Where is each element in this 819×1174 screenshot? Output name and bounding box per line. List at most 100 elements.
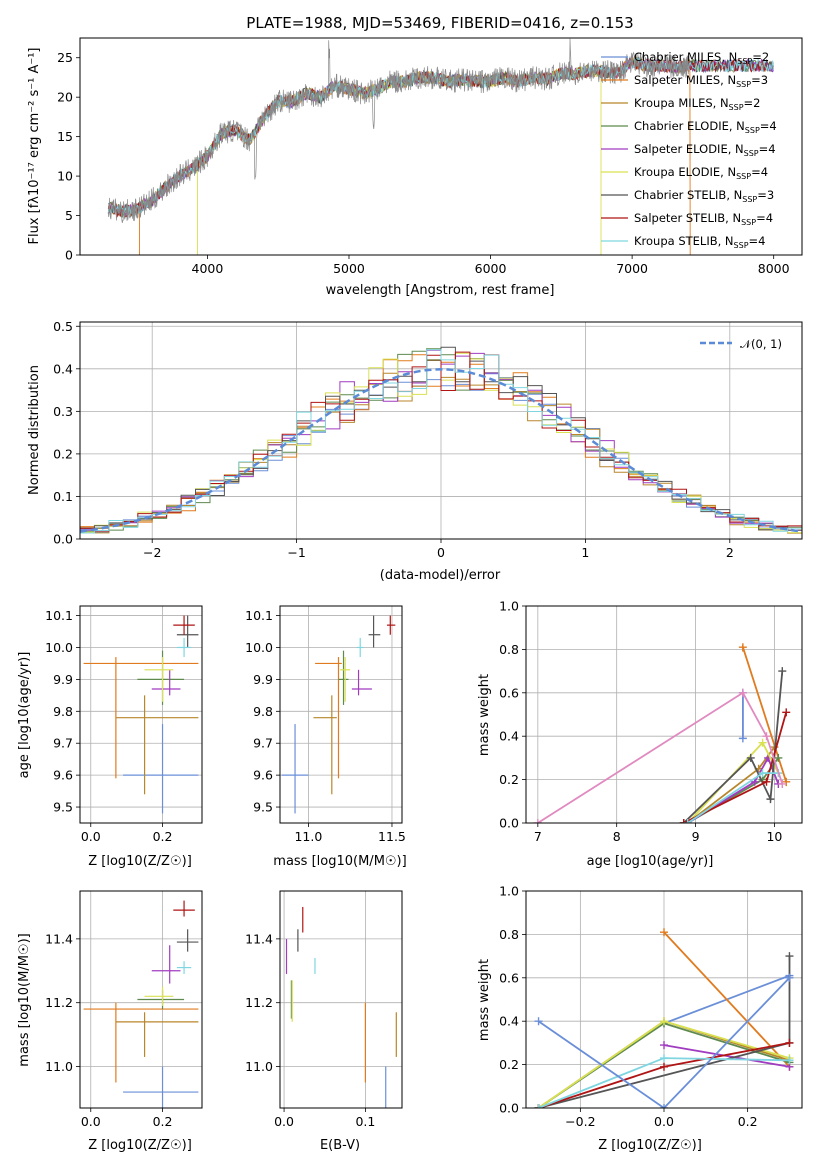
errorbars xyxy=(281,615,396,814)
y-tick-label: 25 xyxy=(57,50,73,65)
x-tick-label: 9 xyxy=(692,829,700,844)
legend-label-suffix: =4 xyxy=(760,119,777,133)
legend-label-suffix: =4 xyxy=(756,211,773,225)
y-tick-label: 10.0 xyxy=(245,640,273,655)
weight-point-marker xyxy=(766,795,775,804)
weight-point-marker xyxy=(758,769,767,778)
errorbars xyxy=(83,615,199,814)
y-tick-label: 10 xyxy=(57,169,73,184)
legend-label-sub: SSP xyxy=(741,218,756,227)
legend-label-text: Chabrier MILES, N xyxy=(634,50,737,64)
residual-legend: 𝒩(0, 1) xyxy=(700,337,782,351)
weight-point-marker xyxy=(762,777,771,786)
y-tick-label: 0.4 xyxy=(53,361,73,376)
x-tick-label: 2 xyxy=(726,545,734,560)
legend-label-sub: SSP xyxy=(729,103,744,112)
y-tick-label: 0.8 xyxy=(499,642,519,657)
age-vs-z-xlabel: Z [log10(Z/Z☉)] xyxy=(88,854,192,869)
legend-label-text: Salpeter STELIB, N xyxy=(634,211,741,225)
axes-frame xyxy=(79,890,203,1109)
weight-vs-z-xlabel: Z [log10(Z/Z☉)] xyxy=(598,1138,702,1153)
weight-point-marker xyxy=(785,1038,794,1047)
y-tick-label: 9.7 xyxy=(253,736,273,751)
y-tick-label: 1.0 xyxy=(499,599,519,614)
legend-label-sub: SSP xyxy=(736,80,751,89)
errorbars xyxy=(83,900,199,1108)
y-tick-label: 0.6 xyxy=(499,970,519,985)
y-tick-label: 9.9 xyxy=(53,672,73,687)
x-tick-label: 8000 xyxy=(758,261,790,276)
y-tick-label: 9.6 xyxy=(53,768,73,783)
axes-frame xyxy=(79,321,803,540)
x-tick-label: 0 xyxy=(437,545,445,560)
errorbars xyxy=(285,906,397,1108)
weight-point-marker xyxy=(762,732,771,741)
legend-label-text: Kroupa ELODIE, N xyxy=(634,165,736,179)
y-tick-label: 0.0 xyxy=(499,816,519,831)
weight-point-marker xyxy=(683,819,692,823)
weight-series-line xyxy=(537,977,791,1108)
weight-point-marker xyxy=(660,1054,668,1063)
weight-point-marker xyxy=(533,819,542,823)
x-tick-label: 11.0 xyxy=(294,829,322,844)
x-tick-label: 0.0 xyxy=(274,1114,294,1129)
legend-label-sub: SSP xyxy=(734,241,749,250)
y-tick-label: 0 xyxy=(65,248,73,263)
y-tick-label: 0.4 xyxy=(499,729,519,744)
mass-vs-z-xlabel: Z [log10(Z/Z☉)] xyxy=(88,1138,192,1153)
x-tick-label: 0.0 xyxy=(81,829,101,844)
y-tick-label: 9.9 xyxy=(253,672,273,687)
observed-spectrum-line xyxy=(107,38,689,223)
x-tick-label: 11.5 xyxy=(378,829,406,844)
y-tick-label: 5 xyxy=(65,208,73,223)
y-tick-label: 9.8 xyxy=(253,704,273,719)
axes-frame xyxy=(79,37,803,256)
residual-ylabel: Normed distribution xyxy=(27,365,42,495)
legend-label-suffix: =4 xyxy=(759,142,776,156)
legend-label: Chabrier STELIB, NSSP=3 xyxy=(634,188,774,204)
y-tick-label: 11.2 xyxy=(245,995,273,1010)
x-tick-label: −1 xyxy=(287,545,305,560)
y-tick-label: 11.0 xyxy=(245,1059,273,1074)
mass-vs-z-ylabel: mass [log10(M/M☉)] xyxy=(17,933,32,1066)
legend-label: Kroupa STELIB, NSSP=4 xyxy=(634,234,765,250)
spectrum-xlabel: wavelength [Angstrom, rest frame] xyxy=(326,283,555,298)
x-tick-label: 0.0 xyxy=(81,1114,101,1129)
y-tick-label: 10.1 xyxy=(45,608,73,623)
y-tick-label: 9.5 xyxy=(253,800,273,815)
legend-label-sub: SSP xyxy=(745,126,760,135)
age-vs-mass-panel: 11.0 11.5 9.5 9.6 9.7 9.8 9.9 10.0 10.1 mass [lo… xyxy=(245,605,407,869)
age-vs-z-ylabel: age [log10(age/yr)] xyxy=(17,652,32,779)
legend-label-text: Chabrier ELODIE, N xyxy=(634,119,745,133)
model-spectrum-line xyxy=(197,64,602,255)
y-tick-label: 10.0 xyxy=(45,640,73,655)
y-tick-label: 1.0 xyxy=(499,884,519,899)
legend-label-sub: SSP xyxy=(737,57,752,66)
weight-point-marker xyxy=(785,1056,794,1065)
weight-point-marker xyxy=(782,708,791,717)
y-tick-label: 11.2 xyxy=(45,995,73,1010)
y-tick-label: 0.6 xyxy=(499,685,519,700)
legend-label-text: Salpeter MILES, N xyxy=(634,73,736,87)
weight-point-marker xyxy=(534,1104,543,1108)
weight-series-line xyxy=(537,691,784,823)
residual-panel: −2 −1 0 1 2 0.0 0.1 0.2 0.3 0.4 0.5 (data-model)/e… xyxy=(27,319,803,583)
y-tick-label: 11.0 xyxy=(45,1059,73,1074)
x-tick-label: 0.1 xyxy=(355,1114,375,1129)
weight-vs-z-panel: −0.2 0.0 0.2 0.0 0.2 0.4 0.6 0.8 1.0 Z [log10(Z/… xyxy=(477,884,803,1153)
legend-label-suffix: =2 xyxy=(744,96,761,110)
weight-point-marker xyxy=(660,1104,668,1108)
y-tick-label: 11.4 xyxy=(45,931,73,946)
axes-frame xyxy=(79,605,203,824)
y-tick-label: 0.2 xyxy=(53,446,73,461)
y-tick-label: 0.2 xyxy=(499,772,519,787)
weight-series-line xyxy=(663,1044,790,1068)
y-tick-label: 0.3 xyxy=(53,404,73,419)
weight-point-marker xyxy=(746,753,755,762)
weight-series-line xyxy=(683,712,788,823)
legend-label: Kroupa ELODIE, NSSP=4 xyxy=(634,165,768,181)
x-tick-label: 1 xyxy=(581,545,589,560)
x-tick-label: −2 xyxy=(143,545,161,560)
